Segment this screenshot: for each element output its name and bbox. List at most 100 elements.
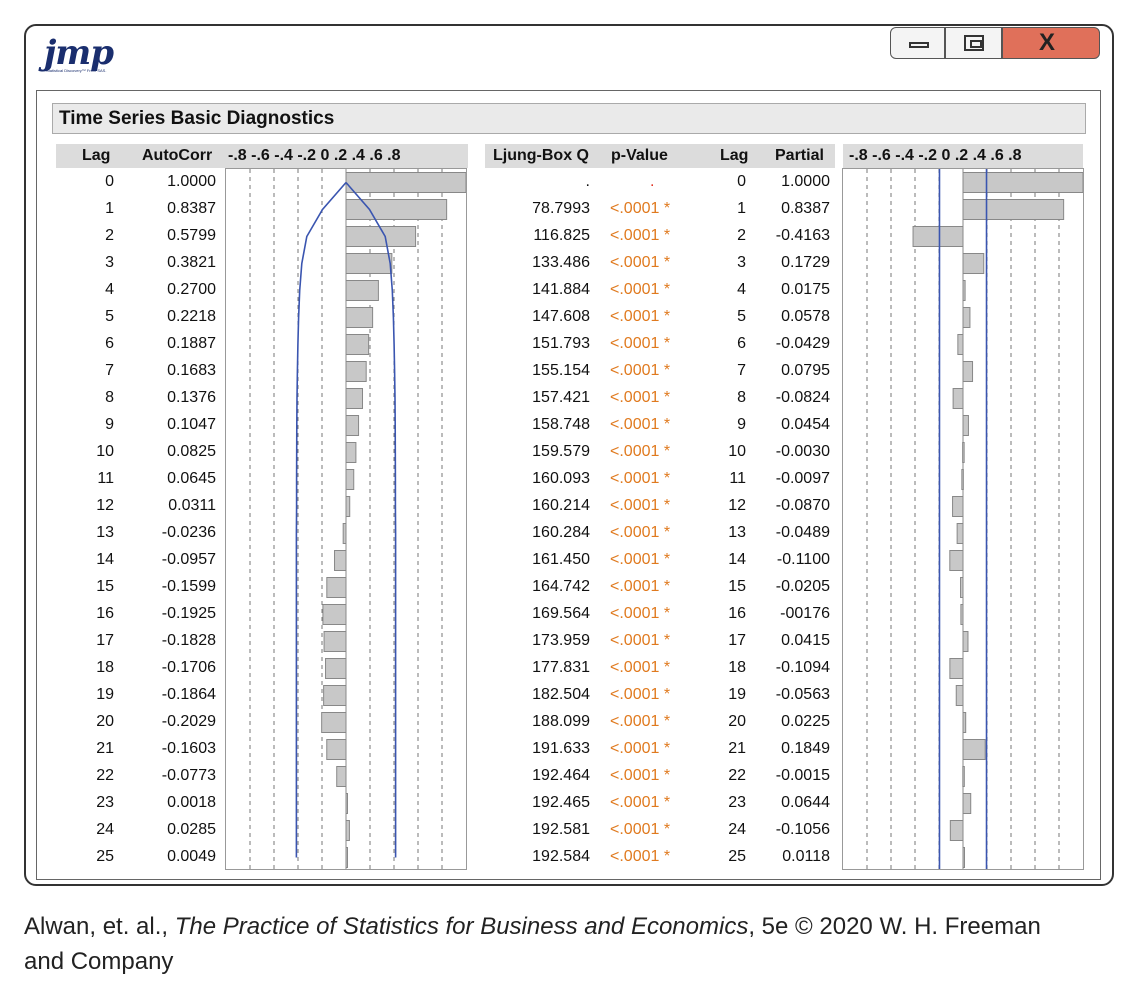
- lag-cell: 22: [96, 767, 114, 784]
- autocorr-plot: [225, 168, 467, 871]
- autocorr-cell: 0.1376: [167, 389, 216, 406]
- minimize-button[interactable]: [890, 27, 945, 59]
- autocorr-bar: [345, 280, 379, 301]
- autocorr-bar: [326, 577, 347, 598]
- partial-lag-cell: 20: [728, 713, 746, 730]
- maximize-button[interactable]: [945, 27, 1002, 59]
- autocorr-bar: [336, 766, 347, 787]
- autocorr-cell: 0.0285: [167, 821, 216, 838]
- partial-cell: 0.0644: [781, 794, 830, 811]
- partial-axis-scale: -.8 -.6 -.4 -.2 0 .2 .4 .6 .8: [849, 147, 1022, 164]
- partial-lag-cell: 6: [737, 335, 746, 352]
- autocorr-bar: [345, 793, 348, 814]
- lag-cell: 8: [105, 389, 114, 406]
- close-button[interactable]: X: [1002, 27, 1100, 59]
- partial-column-header[interactable]: Partial: [775, 147, 824, 164]
- lag-cell: 9: [105, 416, 114, 433]
- partial-cell: 0.0795: [781, 362, 830, 379]
- autocorr-bar: [345, 253, 393, 274]
- autocorr-cell: -0.1706: [161, 659, 216, 676]
- partial-cell: -00176: [780, 605, 830, 622]
- ljung-header: Ljung-Box Q p-Value Lag Partial: [485, 144, 835, 168]
- pvalue-cell: <.0001 *: [610, 578, 671, 595]
- partial-bar: [912, 226, 964, 247]
- partial-lag-cell: 7: [737, 362, 746, 379]
- autocorr-bar: [334, 550, 347, 571]
- lag-cell: 18: [96, 659, 114, 676]
- autocorr-bar: [323, 631, 347, 652]
- lag-cell: 25: [96, 848, 114, 865]
- partial-lag-cell: 8: [737, 389, 746, 406]
- autocorr-bar: [345, 442, 357, 463]
- partial-lag-cell: 22: [728, 767, 746, 784]
- lag-cell: 3: [105, 254, 114, 271]
- autocorr-bar: [345, 496, 351, 517]
- autocorr-cell: 0.0018: [167, 794, 216, 811]
- partial-bar: [955, 685, 964, 706]
- partial-cell: -0.0030: [775, 443, 830, 460]
- pvalue-cell: <.0001 *: [610, 281, 671, 298]
- pvalue-cell: <.0001 *: [610, 335, 671, 352]
- pvalue-cell: <.0001 *: [610, 605, 671, 622]
- partial-lag-cell: 4: [737, 281, 746, 298]
- partial-cell: -0.0870: [775, 497, 830, 514]
- partial-lag-cell: 11: [729, 470, 746, 487]
- partial-bar: [962, 766, 965, 787]
- partial-lag-cell: 1: [737, 200, 746, 217]
- ljung-box-column-header[interactable]: Ljung-Box Q: [493, 147, 589, 164]
- partial-cell: -0.0824: [775, 389, 830, 406]
- partial-bar: [961, 469, 964, 490]
- report-title[interactable]: Time Series Basic Diagnostics: [52, 103, 1086, 134]
- lag-cell: 7: [105, 362, 114, 379]
- autocorr-cell: 0.5799: [167, 227, 216, 244]
- partial-bar: [960, 604, 964, 625]
- autocorr-bar: [345, 847, 348, 868]
- partial-bar: [962, 442, 965, 463]
- partial-cell: 0.0415: [781, 632, 830, 649]
- ljung-box-cell: 182.504: [532, 686, 590, 703]
- pvalue-cell: <.0001 *: [610, 659, 671, 676]
- autocorr-bar: [326, 739, 347, 760]
- pvalue-column-header[interactable]: p-Value: [611, 147, 668, 164]
- autocorr-cell: 0.2700: [167, 281, 216, 298]
- autocorr-bar: [345, 361, 367, 382]
- pvalue-cell: <.0001 *: [610, 362, 671, 379]
- lag-column-header[interactable]: Lag: [82, 147, 111, 164]
- partial-lag-column-header[interactable]: Lag: [720, 147, 749, 164]
- autocorr-column-header[interactable]: AutoCorr: [142, 147, 213, 164]
- partial-cell: -0.1056: [775, 821, 830, 838]
- ljung-box-cell: 141.884: [532, 281, 590, 298]
- partial-plot: [842, 168, 1084, 871]
- autocorr-cell: -0.0957: [161, 551, 216, 568]
- autocorr-cell: 0.0311: [168, 497, 216, 514]
- lag-cell: 19: [96, 686, 114, 703]
- ljung-box-cell: 78.7993: [532, 200, 590, 217]
- autocorr-lower-confidence-band: [295, 181, 347, 858]
- autocorr-cell: -0.0773: [161, 767, 216, 784]
- ljung-box-cell: 160.093: [532, 470, 590, 487]
- lag-cell: 11: [97, 470, 114, 487]
- partial-lag-cell: 12: [728, 497, 746, 514]
- ljung-box-cell: 158.748: [532, 416, 590, 433]
- partial-bar: [949, 658, 964, 679]
- autocorr-bar: [322, 604, 347, 625]
- pvalue-cell: <.0001 *: [610, 443, 671, 460]
- autocorr-cell: -0.1603: [161, 740, 216, 757]
- partial-lag-cell: 5: [737, 308, 746, 325]
- ljung-box-cell: 177.831: [532, 659, 590, 676]
- partial-cell: 0.8387: [781, 200, 830, 217]
- partial-cell: -0.0429: [775, 335, 830, 352]
- pvalue-cell: <.0001 *: [610, 470, 671, 487]
- pvalue-cell: <.0001 *: [610, 497, 671, 514]
- partial-bar: [960, 577, 964, 598]
- partial-bar: [962, 199, 1065, 220]
- autocorr-bar: [345, 199, 448, 220]
- partial-bar: [952, 388, 964, 409]
- ljung-box-cell: 191.633: [532, 740, 590, 757]
- ljung-box-cell: 173.959: [532, 632, 590, 649]
- lag-cell: 23: [96, 794, 114, 811]
- partial-cell: -0.1100: [776, 551, 830, 568]
- ljung-box-cell: 192.581: [532, 821, 590, 838]
- partial-bar: [962, 361, 974, 382]
- partial-lag-cell: 2: [737, 227, 746, 244]
